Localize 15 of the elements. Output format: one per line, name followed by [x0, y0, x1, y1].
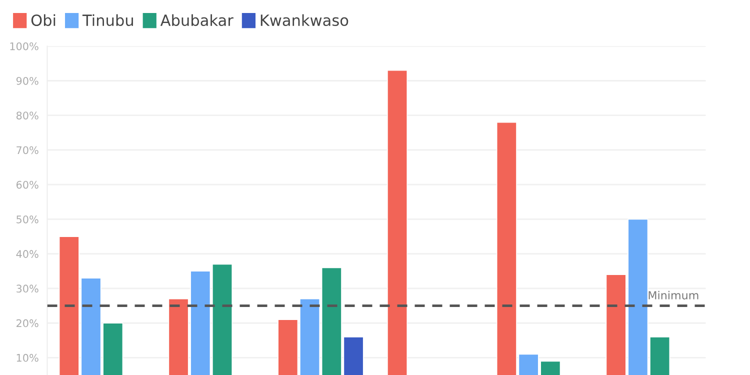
- ref-line-label: Minimum: [648, 290, 698, 300]
- y-tick-label: 30%: [16, 284, 38, 293]
- legend-label: Obi: [31, 14, 56, 26]
- y-tick-label: 40%: [16, 250, 38, 258]
- legend-label: Abubakar: [160, 14, 234, 26]
- y-tick-label: 90%: [16, 76, 38, 85]
- legend-label: Kwankwaso: [260, 14, 348, 26]
- y-tick-label: 80%: [16, 112, 38, 120]
- y-tick-label: 70%: [16, 146, 38, 154]
- y-tick-label: 10%: [16, 354, 38, 362]
- y-tick-label: 50%: [16, 215, 38, 224]
- legend-label: Tinubu: [82, 14, 133, 26]
- y-tick-label: 20%: [16, 319, 38, 328]
- y-tick-label: 60%: [16, 180, 38, 189]
- y-tick-label: 100%: [10, 42, 38, 50]
